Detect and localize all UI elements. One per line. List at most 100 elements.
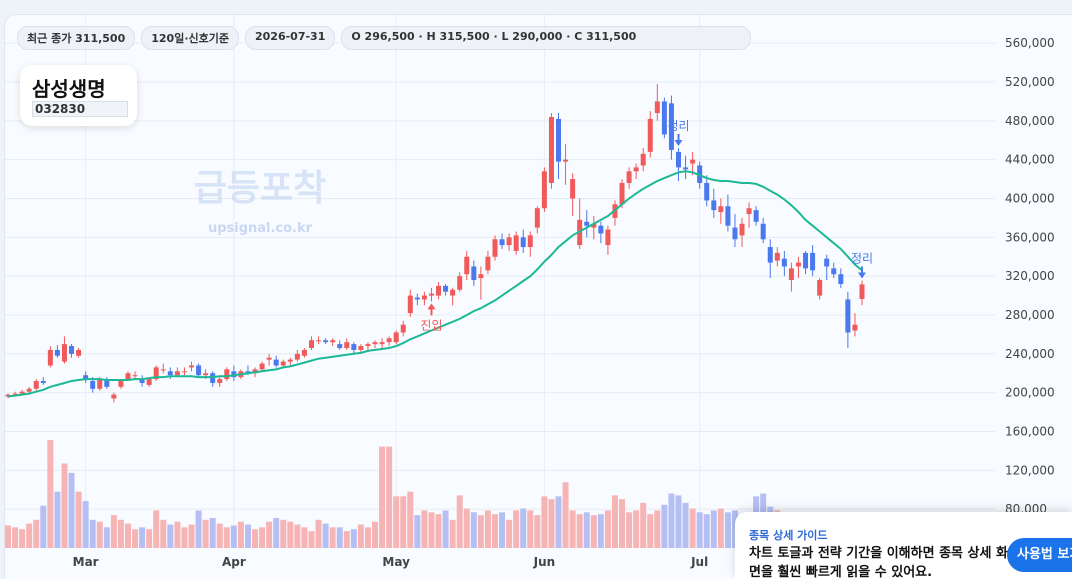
candle-body [365,344,371,347]
candle-body [224,369,230,380]
volume-bar [103,527,110,548]
candle-body [795,262,801,267]
candle-body [527,235,533,248]
volume-bar [576,514,583,548]
name-card: 삼성생명 032830 [20,65,137,126]
guide-title: 종목 상세 가이드 [749,529,828,542]
x-tick-label: Jul [690,555,708,569]
candle-body [280,361,286,366]
candle-body [337,344,343,349]
y-tick-label: 160,000 [1005,424,1055,438]
candle-body [760,223,766,240]
volume-bar [449,519,456,548]
candle-body [548,116,554,183]
y-tick-label: 320,000 [1005,269,1055,283]
candle-body [570,179,576,199]
candle-body [61,344,67,362]
volume-bar [611,495,618,548]
volume-bar [435,514,442,548]
volume-bar [506,519,513,548]
guide-button[interactable]: 사용법 보기 [1007,538,1072,572]
candle-body [344,342,350,349]
volume-bar [583,512,590,548]
volume-bar [124,523,131,548]
volume-bar [364,527,371,548]
volume-bar [463,508,470,548]
candle-body [718,206,724,213]
chip[interactable]: 2026-07-31 [245,26,336,50]
volume-bar [604,510,611,548]
chip[interactable]: 최근 종가 311,500 [17,26,136,50]
volume-bar [619,499,626,548]
candle-body [167,371,173,376]
candle-body [19,391,25,394]
x-tick-label: Mar [73,555,99,569]
volume-bar [244,524,251,548]
volume-bar [668,493,675,548]
candle-body [499,239,505,246]
volume-bar [682,502,689,548]
volume-bar [534,515,541,548]
volume-bar [252,529,259,548]
candle-body [471,266,477,281]
candle-body [668,103,674,150]
candle-body [139,379,145,383]
volume-bar [266,521,273,548]
volume-bar [590,515,597,548]
volume-bar [710,510,717,548]
chip[interactable]: 120일·신호기준 [141,26,239,50]
candle-body [767,247,773,263]
candle-body [54,349,60,356]
candle-body [436,285,442,296]
candle-body [683,167,689,170]
y-tick-label: 280,000 [1005,308,1055,322]
candle-body [125,373,131,380]
volume-bar [379,446,386,548]
y-tick-label: 360,000 [1005,230,1055,244]
volume-bar [195,510,202,548]
chip: O 296,500 · H 315,500 · L 290,000 · C 31… [341,26,752,50]
candle-body [598,225,604,234]
plot-layer [5,15,995,548]
volume-bar [562,482,569,548]
volume-bar [414,515,421,548]
volume-bar [75,491,82,548]
candle-body [132,375,138,377]
candle-body [690,159,696,164]
guide-popup: 종목 상세 가이드 차트 토글과 전략 기간을 이해하면 종목 상세 화면을 훨… [735,512,1072,579]
volume-bar [470,512,477,548]
volume-bar [19,529,26,548]
volume-bar [520,508,527,548]
volume-bar [61,463,68,548]
candle-body [753,210,759,222]
watermark-site: upsignal.co.kr [208,221,313,236]
volume-bar [477,515,484,548]
volume-bar [33,519,40,548]
candle-body [640,153,646,166]
volume-bar [724,512,731,548]
candle-body [605,229,611,246]
volume-bar [541,496,548,548]
volume-bar [555,496,562,548]
volume-bar [548,499,555,548]
signal-arrow [427,303,436,316]
candle-body [464,256,470,275]
moving-average [7,170,863,398]
candle-body [732,227,738,240]
candle-body [619,182,625,205]
volume-bar [68,472,75,548]
candle-body [181,371,187,373]
volume-bar [654,510,661,548]
volume-bar [26,523,33,548]
candle-body [859,284,865,299]
candle-body [591,223,597,228]
candle-body [704,182,710,201]
signal-label: 정리 [851,252,873,266]
candle-body [393,332,399,343]
volume-bar [89,519,96,548]
volume-bar [54,491,61,548]
volume-bar [202,519,209,548]
chart-card [4,14,1072,579]
x-tick-label: May [382,555,410,569]
candle-body [556,118,562,162]
